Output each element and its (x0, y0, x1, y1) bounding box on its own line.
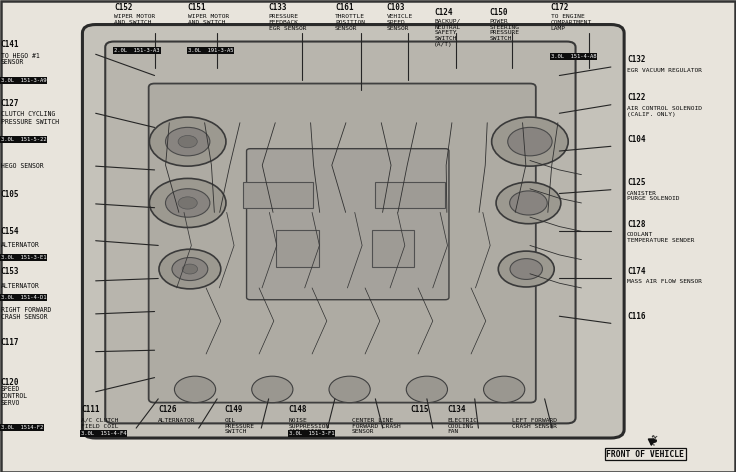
Text: C150: C150 (489, 8, 508, 17)
Text: EGR VACUUM REGULATOR: EGR VACUUM REGULATOR (627, 68, 702, 73)
Text: WIPER MOTOR
AND SWITCH: WIPER MOTOR AND SWITCH (114, 14, 155, 25)
Text: RIGHT FORWARD
CRASH SENSOR: RIGHT FORWARD CRASH SENSOR (1, 307, 51, 320)
Circle shape (166, 127, 210, 156)
Circle shape (178, 135, 197, 148)
Text: THROTTLE
POSITION
SENSOR: THROTTLE POSITION SENSOR (335, 14, 365, 31)
Text: C172: C172 (551, 3, 569, 12)
Text: WIPER MOTOR
AND SWITCH: WIPER MOTOR AND SWITCH (188, 14, 229, 25)
Text: CENTER LINE
FORWARD CRASH
SENSOR: CENTER LINE FORWARD CRASH SENSOR (352, 418, 400, 434)
Bar (276, 230, 319, 267)
Text: C152: C152 (114, 3, 132, 12)
Text: BACKUP/
NEUTRAL
SAFETY
SWITCH
(A/T): BACKUP/ NEUTRAL SAFETY SWITCH (A/T) (434, 19, 461, 47)
Text: C111: C111 (81, 405, 99, 414)
Text: C161: C161 (335, 3, 353, 12)
Text: LEFT FORWARD
CRASH SENSOR: LEFT FORWARD CRASH SENSOR (512, 418, 556, 429)
Text: C120: C120 (1, 378, 19, 387)
Circle shape (252, 376, 293, 403)
Text: ELECTRIC
COOLING
FAN: ELECTRIC COOLING FAN (447, 418, 478, 434)
Circle shape (406, 376, 447, 403)
Text: C151: C151 (188, 3, 206, 12)
Text: A/C CLUTCH
FIELD COIL: A/C CLUTCH FIELD COIL (81, 418, 118, 429)
Text: C128: C128 (627, 219, 645, 229)
Text: MASS AIR FLOW SENSOR: MASS AIR FLOW SENSOR (627, 279, 702, 285)
Text: 3.0L  151-3-F1: 3.0L 151-3-F1 (289, 431, 334, 436)
Circle shape (149, 178, 226, 228)
Circle shape (509, 191, 548, 215)
Text: TO ENGINE
COMPARTMENT
LAMP: TO ENGINE COMPARTMENT LAMP (551, 14, 592, 31)
Text: 3.0L  151-4-A8: 3.0L 151-4-A8 (551, 54, 596, 59)
Text: COOLANT
TEMPERATURE SENDER: COOLANT TEMPERATURE SENDER (627, 232, 695, 243)
Text: 3.0L  191-3-A5: 3.0L 191-3-A5 (188, 48, 233, 53)
Circle shape (508, 127, 552, 156)
Circle shape (159, 249, 221, 289)
Text: CANISTER
PURGE SOLENOID: CANISTER PURGE SOLENOID (627, 191, 679, 202)
Text: CLUTCH CYCLING
PRESSURE SWITCH: CLUTCH CYCLING PRESSURE SWITCH (1, 111, 59, 125)
Text: HEGO SENSOR: HEGO SENSOR (1, 163, 43, 169)
Text: C126: C126 (158, 405, 177, 414)
Circle shape (183, 264, 197, 274)
Circle shape (492, 117, 568, 166)
Circle shape (174, 376, 216, 403)
Text: C117: C117 (1, 337, 19, 347)
Circle shape (329, 376, 370, 403)
Text: 2.0L  151-3-A3: 2.0L 151-3-A3 (114, 48, 160, 53)
Text: ALTERNATOR: ALTERNATOR (1, 243, 40, 248)
Bar (243, 182, 313, 208)
Text: C105: C105 (1, 190, 19, 199)
Circle shape (510, 259, 542, 279)
Text: 3.0L  151-5-22: 3.0L 151-5-22 (1, 137, 46, 142)
Circle shape (496, 182, 561, 224)
Text: AIR CONTROL SOLENOID
(CALIF. ONLY): AIR CONTROL SOLENOID (CALIF. ONLY) (627, 106, 702, 117)
FancyBboxPatch shape (105, 42, 576, 423)
Text: C141: C141 (1, 40, 19, 50)
Circle shape (172, 258, 208, 280)
Text: OIL
PRESSURE
SWITCH: OIL PRESSURE SWITCH (224, 418, 255, 434)
Text: FRONT OF VEHICLE: FRONT OF VEHICLE (606, 449, 684, 459)
Text: C116: C116 (627, 312, 645, 321)
FancyBboxPatch shape (247, 149, 449, 300)
Text: NOISE
SUPPRESSION
CAPACITOR: NOISE SUPPRESSION CAPACITOR (289, 418, 330, 434)
Bar (372, 230, 414, 267)
Text: C132: C132 (627, 55, 645, 65)
Text: SPEED
CONTROL
SERVO: SPEED CONTROL SERVO (1, 387, 28, 406)
Text: C104: C104 (627, 135, 645, 144)
Text: C134: C134 (447, 405, 466, 414)
Text: C115: C115 (411, 405, 429, 414)
Text: C122: C122 (627, 93, 645, 102)
Text: C153: C153 (1, 267, 19, 276)
Text: ALTERNATOR: ALTERNATOR (1, 283, 40, 288)
Text: C154: C154 (1, 227, 19, 236)
Text: 3.0L  151-4-D1: 3.0L 151-4-D1 (1, 295, 46, 300)
Text: C125: C125 (627, 178, 645, 187)
Circle shape (166, 189, 210, 217)
Text: POWER
STEERING
PRESSURE
SWITCH: POWER STEERING PRESSURE SWITCH (489, 19, 520, 41)
Circle shape (178, 197, 197, 209)
Text: 3.0L  1514-F2: 3.0L 1514-F2 (1, 425, 43, 430)
Text: 3.0L  151-3-A9: 3.0L 151-3-A9 (1, 78, 46, 83)
Circle shape (149, 117, 226, 166)
FancyBboxPatch shape (82, 25, 624, 438)
Text: PRESSURE
FEEDBACK
EGR SENSOR: PRESSURE FEEDBACK EGR SENSOR (269, 14, 306, 31)
Text: ALTERNATOR: ALTERNATOR (158, 418, 196, 423)
Circle shape (498, 251, 554, 287)
Text: C149: C149 (224, 405, 243, 414)
Text: C124: C124 (434, 8, 453, 17)
Text: C174: C174 (627, 267, 645, 276)
Text: ❧: ❧ (644, 433, 659, 447)
Text: TO HEGO #1
SENSOR: TO HEGO #1 SENSOR (1, 52, 40, 66)
Text: C148: C148 (289, 405, 307, 414)
Text: C127: C127 (1, 99, 19, 109)
Text: 3.0L  151-3-E1: 3.0L 151-3-E1 (1, 255, 46, 260)
Text: C103: C103 (386, 3, 405, 12)
FancyBboxPatch shape (149, 84, 536, 403)
Circle shape (484, 376, 525, 403)
Text: C133: C133 (269, 3, 287, 12)
Text: 3.0L  151-4-F4: 3.0L 151-4-F4 (81, 431, 127, 436)
Bar (375, 182, 445, 208)
Text: VEHICLE
SPEED
SENSOR: VEHICLE SPEED SENSOR (386, 14, 413, 31)
